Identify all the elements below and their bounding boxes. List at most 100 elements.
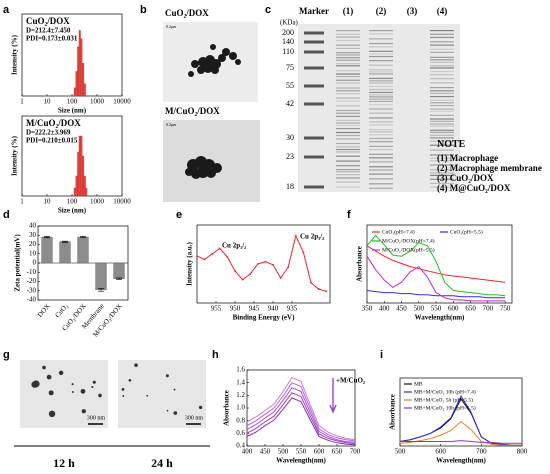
series-line — [246, 376, 356, 441]
legend-label: MB+M/CuO₂ 5h (pH=5.5) — [414, 396, 473, 403]
x-tick-label: 700 — [350, 448, 361, 456]
particle — [198, 405, 203, 410]
y-tick-label: 20 — [29, 240, 37, 248]
protein-band — [369, 60, 393, 62]
x-tick-label: 450 — [260, 448, 271, 456]
particle — [48, 410, 56, 418]
protein-band — [430, 87, 454, 89]
scale-label: 300 nm — [185, 415, 204, 421]
series-line — [399, 395, 522, 446]
particle — [185, 168, 193, 176]
protein-band — [430, 125, 454, 127]
protein-band — [369, 104, 393, 106]
particle — [92, 380, 96, 384]
protein-band — [430, 102, 454, 104]
protein-band — [430, 129, 454, 131]
y-tick-label: 1.0 — [236, 404, 245, 412]
protein-band — [430, 51, 454, 53]
y-tick-label: 40 — [29, 222, 37, 230]
protein-band — [336, 44, 360, 46]
x-tick-label: 400 — [379, 305, 390, 313]
marker-band — [304, 136, 324, 140]
protein-band — [430, 172, 454, 174]
bar — [113, 262, 125, 279]
time-label: 12 h — [53, 456, 75, 470]
gel-notes: NOTE (1) Macrophage (2) Macrophage membra… — [437, 140, 549, 194]
protein-band — [336, 65, 360, 67]
legend-label: M/CuO₂/DOX(pH=5.5) — [382, 246, 435, 253]
protein-band — [430, 157, 454, 159]
gel-unit: (KDa) — [280, 19, 299, 27]
protein-band — [430, 134, 454, 136]
data-point — [241, 278, 244, 281]
data-point — [279, 277, 282, 279]
data-point — [256, 263, 259, 265]
histogram-bar — [78, 30, 81, 97]
protein-band — [430, 140, 454, 142]
time-label: 24 h — [151, 456, 173, 470]
series-line — [196, 234, 327, 292]
protein-band — [430, 154, 454, 156]
y-axis-label: Absorbance — [356, 246, 364, 282]
particle — [71, 391, 74, 393]
x-tick-label: 500 — [414, 305, 425, 313]
protein-band — [369, 94, 393, 96]
plot-frame — [366, 224, 513, 304]
protein-band — [369, 153, 393, 155]
data-point — [294, 235, 297, 237]
protein-band — [336, 134, 360, 137]
y-tick-label: 10 — [29, 249, 37, 257]
y-tick-label: 0.4 — [236, 442, 245, 450]
protein-band — [369, 96, 393, 98]
panel-label: e — [176, 209, 182, 221]
annotation: D=212.4±7.450 — [26, 27, 71, 35]
protein-band — [336, 47, 360, 50]
tem-scale: 0.2μm — [166, 24, 177, 29]
protein-band — [336, 70, 360, 72]
lane-label: (2) — [376, 6, 387, 16]
histogram-bar — [80, 135, 83, 197]
error-bar — [62, 240, 68, 243]
protein-band — [430, 33, 454, 35]
particle — [222, 48, 230, 56]
annotation: Cu 2p₁/₂ — [222, 242, 246, 250]
legend-label: M/CuO₂/DOX(pH=7.4) — [382, 237, 435, 244]
series-line — [399, 420, 522, 446]
particle — [48, 390, 54, 396]
protein-band — [336, 82, 360, 84]
x-tick-label: 10000 — [113, 98, 131, 106]
histogram-bar — [83, 83, 86, 97]
data-point — [264, 260, 267, 263]
legend-label: CuO₂(pH=5.5) — [450, 228, 483, 235]
particle — [128, 378, 132, 382]
protein-band — [336, 115, 360, 118]
protein-band — [336, 131, 360, 134]
y-axis-label: Absorbance — [223, 390, 231, 426]
protein-band — [336, 146, 360, 148]
protein-band — [336, 169, 360, 171]
annotation: PDI=0.210±0.015 — [26, 137, 78, 145]
particle — [58, 370, 64, 376]
x-tick-label: 550 — [431, 305, 442, 313]
protein-band — [430, 65, 454, 67]
protein-band — [336, 75, 360, 78]
protein-band — [369, 145, 393, 147]
panel-label: d — [3, 209, 10, 221]
protein-band — [336, 73, 360, 75]
protein-band — [369, 128, 393, 131]
protein-band — [430, 90, 454, 92]
marker-band — [304, 84, 324, 88]
protein-band — [336, 142, 360, 145]
y-tick-label: -10 — [27, 268, 37, 276]
protein-band — [336, 174, 360, 176]
protein-band — [369, 88, 393, 91]
lane-label: (1) — [343, 6, 354, 16]
protein-band — [369, 80, 393, 82]
protein-band — [336, 54, 360, 56]
particle — [80, 388, 86, 394]
particle — [121, 388, 125, 391]
protein-band — [369, 157, 393, 159]
protein-band — [430, 104, 454, 107]
protein-band — [430, 174, 454, 177]
